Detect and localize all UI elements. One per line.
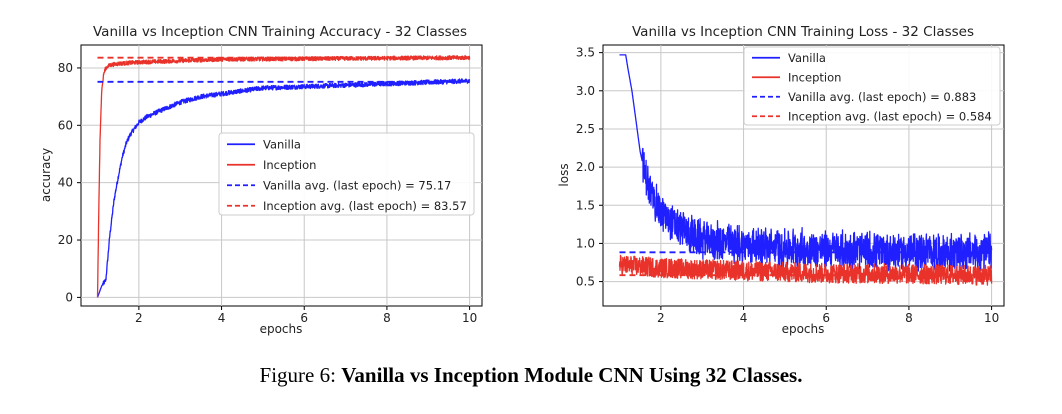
y-tick-label: 2.0 [576,160,595,174]
legend-label: Vanilla avg. (last epoch) = 0.883 [788,90,976,104]
loss-legend: Vanilla Inception Vanilla avg. (last epoch… [743,46,1001,126]
legend-label: Vanilla [263,137,301,151]
accuracy-grid [81,45,482,306]
legend-box [218,132,475,216]
x-tick-label: 4 [740,311,748,325]
legend-label: Inception avg. (last epoch) = 83.57 [263,199,467,213]
accuracy-xlabel: epochs [260,322,303,336]
loss-ticks: 2 4 6 8 10 0.5 1.0 1.5 2.0 2.5 3.0 3.5 [576,46,999,325]
y-tick-label: 3.0 [576,84,595,98]
accuracy-ylabel: accuracy [39,148,53,202]
accuracy-series [96,55,471,298]
caption-title: Vanilla vs Inception Module CNN Using 32… [341,363,803,387]
accuracy-ticks: 2 4 6 8 10 0 20 40 60 80 [58,61,478,325]
figure-caption: Figure 6: Vanilla vs Inception Module CN… [0,363,1062,388]
accuracy-chart: Vanilla vs Inception CNN Training Accura… [39,24,483,336]
caption-label: Figure 6: [259,363,336,387]
y-tick-label: 2.5 [576,122,595,136]
x-tick-label: 8 [905,311,913,325]
legend-label: Inception [788,70,841,84]
y-tick-label: 40 [58,176,73,190]
loss-chart-title: Vanilla vs Inception CNN Training Loss -… [632,24,974,40]
loss-series [618,54,993,286]
y-tick-label: 1.5 [576,198,595,212]
accuracy-chart-title: Vanilla vs Inception CNN Training Accura… [93,24,467,40]
loss-xlabel: epochs [782,322,825,336]
accuracy-legend: Vanilla Inception Vanilla avg. (last epoch… [218,132,475,216]
loss-chart: Vanilla vs Inception CNN Training Loss -… [557,24,1005,336]
x-tick-label: 4 [218,311,226,325]
x-tick-label: 6 [300,311,308,325]
y-tick-label: 1.0 [576,236,595,250]
x-tick-label: 10 [462,311,477,325]
x-tick-label: 8 [383,311,391,325]
y-tick-label: 60 [58,118,73,132]
x-tick-label: 6 [822,311,830,325]
x-tick-label: 2 [135,311,143,325]
y-tick-label: 0 [65,290,73,304]
y-tick-label: 20 [58,233,73,247]
loss-ylabel: loss [557,163,571,186]
inception-series-line [618,254,993,286]
y-tick-label: 80 [58,61,73,75]
x-tick-label: 10 [984,311,999,325]
legend-label: Inception avg. (last epoch) = 0.584 [788,109,992,123]
legend-label: Vanilla [788,51,826,65]
vanilla-series-line [619,54,993,273]
legend-box [743,46,1001,126]
x-tick-label: 2 [657,311,665,325]
legend-label: Vanilla avg. (last epoch) = 75.17 [263,178,451,192]
y-tick-label: 3.5 [576,46,595,60]
legend-label: Inception [263,158,316,172]
y-tick-label: 0.5 [576,275,595,289]
